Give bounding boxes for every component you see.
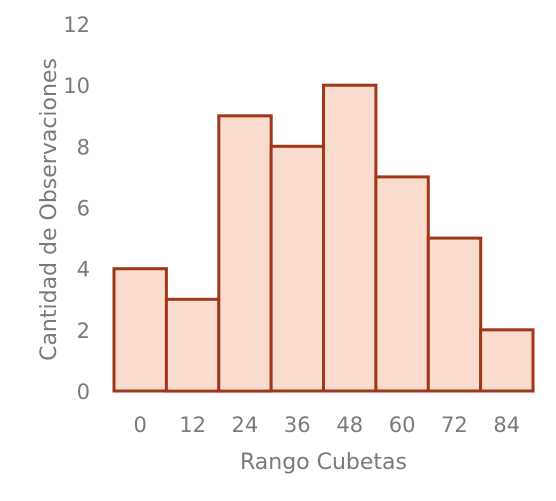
x-tick-label: 72	[441, 413, 468, 437]
y-axis-tick-labels: 0 2 4 6 8 10 12	[63, 13, 90, 404]
x-tick-label: 24	[232, 413, 259, 437]
y-tick-label: 12	[63, 13, 90, 37]
bar-12	[164, 297, 221, 393]
y-tick-label: 0	[77, 380, 90, 404]
x-axis-tick-labels: 0 12 24 36 48 60 72 84	[134, 413, 521, 437]
y-tick-label: 4	[77, 258, 90, 282]
bar-72	[426, 236, 483, 393]
y-axis-title: Cantidad de Observaciones	[37, 58, 62, 361]
x-tick-label: 36	[284, 413, 311, 437]
x-tick-label: 48	[336, 413, 363, 437]
x-tick-label: 60	[389, 413, 416, 437]
x-tick-label: 12	[179, 413, 206, 437]
x-tick-label: 0	[134, 413, 147, 437]
bar-24	[217, 114, 273, 393]
x-tick-label: 84	[493, 413, 520, 437]
y-tick-label: 10	[63, 74, 90, 98]
y-tick-label: 6	[77, 197, 90, 221]
y-tick-label: 2	[77, 319, 90, 343]
bar-84	[479, 328, 535, 393]
bar-48	[322, 83, 378, 393]
y-tick-label: 8	[77, 135, 90, 159]
bar-60	[374, 175, 430, 393]
bar-0	[112, 267, 168, 393]
bars	[112, 83, 535, 393]
x-axis-title: Rango Cubetas	[240, 450, 407, 475]
bar-36	[269, 144, 326, 393]
